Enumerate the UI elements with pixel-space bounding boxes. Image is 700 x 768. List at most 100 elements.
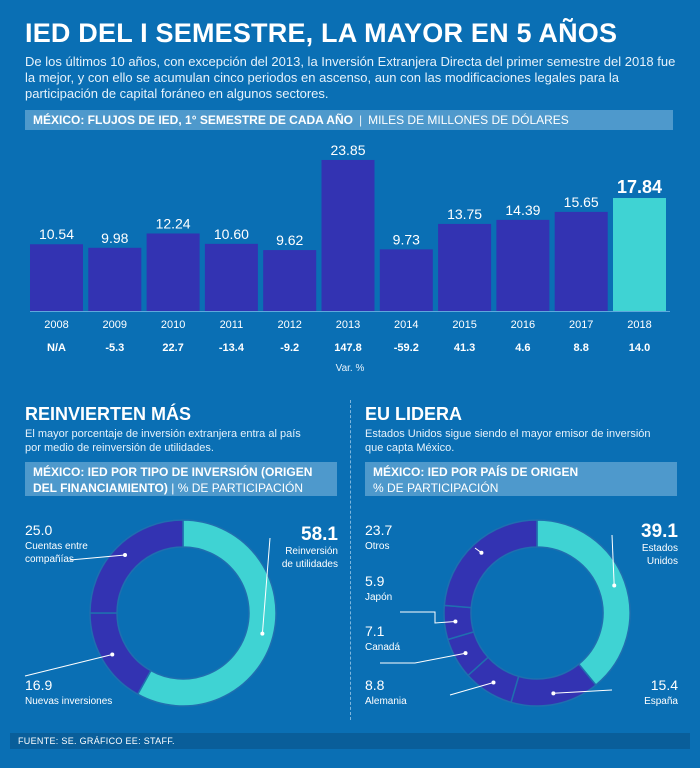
country-donut-leader-dot xyxy=(612,583,617,588)
type-donut-label-2: compañías xyxy=(25,554,74,565)
bar-chart: 10.54 2008 N/A 9.98 2009 -5.3 12.24 2010 22.7 10.… xyxy=(30,142,670,374)
section-divider xyxy=(350,400,351,720)
left-section-title: REINVIERTEN MÁS xyxy=(25,404,192,424)
var-pct-label: 14.0 xyxy=(629,342,650,354)
type-donut-leader-dot xyxy=(110,652,115,657)
country-donut-label-5: Otros xyxy=(365,541,389,552)
year-tick-label: 2011 xyxy=(220,319,244,331)
country-donut-slice-5 xyxy=(443,519,538,609)
bar-2015 xyxy=(438,223,492,311)
source-footer: FUENTE: SE. GRÁFICO EE: STAFF. xyxy=(10,733,690,749)
country-donut-leader-4 xyxy=(400,611,456,624)
intro-text: De los últimos 10 años, con excepción de… xyxy=(25,54,676,101)
type-donut-label-0: de utilidades xyxy=(282,559,338,570)
bar-value-label: 13.75 xyxy=(447,206,482,222)
var-caption: Var. % xyxy=(336,363,365,374)
country-donut-label-3: Canadá xyxy=(365,642,400,653)
var-pct-label: 41.3 xyxy=(454,342,475,354)
bar-value-label: 10.54 xyxy=(39,226,74,242)
header-separator: | xyxy=(358,113,363,127)
left-desc-line: El mayor porcentaje de inversión extranj… xyxy=(25,428,301,440)
left-chart-title-2: DEL FINANCIAMIENTO) xyxy=(33,481,168,495)
year-tick-label: 2014 xyxy=(394,319,418,331)
bar-value-label: 9.62 xyxy=(276,232,303,248)
year-tick-label: 2018 xyxy=(627,319,651,331)
bar-chart-unit: MILES DE MILLONES DE DÓLARES xyxy=(368,113,569,127)
country-donut-label-4: Japón xyxy=(365,592,392,603)
country-donut-value-0: 39.1 xyxy=(641,521,678,542)
country-donut-leader-dot xyxy=(463,651,468,656)
var-pct-label: 4.6 xyxy=(515,342,530,354)
var-pct-label: -59.2 xyxy=(394,342,419,354)
country-donut-value-2: 8.8 xyxy=(365,677,385,693)
type-donut-value-1: 16.9 xyxy=(25,677,52,693)
right-desc-line: que capta México. xyxy=(365,442,455,454)
type-donut-slice-0 xyxy=(136,519,277,707)
type-donut-value-0: 58.1 xyxy=(301,524,338,545)
type-donut-leader-2 xyxy=(69,554,126,561)
country-donut-label-0: Estados xyxy=(642,543,678,554)
var-pct-label: 147.8 xyxy=(334,342,362,354)
bar-2009 xyxy=(88,247,142,311)
var-pct-label: -9.2 xyxy=(280,342,299,354)
country-donut-value-3: 7.1 xyxy=(365,623,385,639)
type-donut-label-0: Reinversión xyxy=(285,546,338,557)
country-donut-leader-dot xyxy=(551,691,556,696)
year-tick-label: 2012 xyxy=(277,319,301,331)
country-donut-slice-1 xyxy=(510,663,597,707)
left-desc-line: por medio de reinversión de utilidades. xyxy=(25,442,214,454)
bar-value-label: 10.60 xyxy=(214,226,249,242)
bar-2012 xyxy=(263,250,317,311)
var-pct-label: N/A xyxy=(47,342,66,354)
bar-2016 xyxy=(496,219,550,311)
year-tick-label: 2015 xyxy=(452,319,476,331)
year-tick-label: 2010 xyxy=(161,319,185,331)
country-donut-leader-1 xyxy=(553,689,613,694)
header-separator: | xyxy=(171,481,175,495)
country-donut-slice-0 xyxy=(536,519,631,687)
var-pct-label: 22.7 xyxy=(162,342,183,354)
year-tick-label: 2008 xyxy=(44,319,68,331)
var-pct-label: 8.8 xyxy=(574,342,589,354)
year-tick-label: 2009 xyxy=(103,319,127,331)
left-chart-title-1: MÉXICO: IED POR TIPO DE INVERSIÓN (ORIGE… xyxy=(33,465,313,479)
country-donut-value-5: 23.7 xyxy=(365,522,392,538)
type-donut-leader-0 xyxy=(261,537,271,634)
bar-value-label: 17.84 xyxy=(617,177,662,197)
type-donut-slice-2 xyxy=(89,519,184,614)
bar-value-label: 23.85 xyxy=(330,142,365,158)
year-tick-label: 2016 xyxy=(511,319,535,331)
country-donut-leader-3 xyxy=(380,652,466,664)
var-pct-label: -13.4 xyxy=(219,342,245,354)
right-section-desc: Estados Unidos sigue siendo el mayor emi… xyxy=(365,427,651,455)
bar-chart-title: MÉXICO: FLUJOS DE IED, 1° SEMESTRE DE CA… xyxy=(33,113,353,127)
type-donut-leader-1 xyxy=(24,654,113,677)
page-title: IED DEL I SEMESTRE, LA MAYOR EN 5 AÑOS xyxy=(25,18,618,48)
country-donut-value-1: 15.4 xyxy=(651,677,678,693)
bar-chart-header: MÉXICO: FLUJOS DE IED, 1° SEMESTRE DE CA… xyxy=(25,110,673,130)
left-section-desc: El mayor porcentaje de inversión extranj… xyxy=(25,427,301,455)
right-chart-unit: % DE PARTICIPACIÓN xyxy=(373,481,499,495)
bar-value-label: 12.24 xyxy=(156,215,191,231)
type-donut-leader-dot xyxy=(260,631,265,636)
bar-value-label: 14.39 xyxy=(505,202,540,218)
country-donut-label-1: España xyxy=(644,696,678,707)
bar-2017 xyxy=(554,211,608,311)
country-donut-leader-2 xyxy=(449,682,494,696)
left-chart-unit: % DE PARTICIPACIÓN xyxy=(177,481,304,495)
country-donut-value-4: 5.9 xyxy=(365,573,385,589)
bar-value-label: 9.73 xyxy=(393,231,420,247)
right-section-title: EU LIDERA xyxy=(365,404,463,424)
var-pct-label: -5.3 xyxy=(105,342,124,354)
type-donut-label-1: Nuevas inversiones xyxy=(25,696,112,707)
right-chart-title: MÉXICO: IED POR PAÍS DE ORIGEN xyxy=(373,465,579,479)
type-donut-label-2: Cuentas entre xyxy=(25,541,88,552)
year-tick-label: 2013 xyxy=(336,319,360,331)
country-donut-label-0: Unidos xyxy=(647,556,678,567)
left-chart-header: MÉXICO: IED POR TIPO DE INVERSIÓN (ORIGE… xyxy=(25,462,337,496)
bar-value-label: 9.98 xyxy=(101,230,128,246)
right-chart-header: MÉXICO: IED POR PAÍS DE ORIGEN % DE PART… xyxy=(365,462,677,496)
bar-2010 xyxy=(146,233,200,311)
